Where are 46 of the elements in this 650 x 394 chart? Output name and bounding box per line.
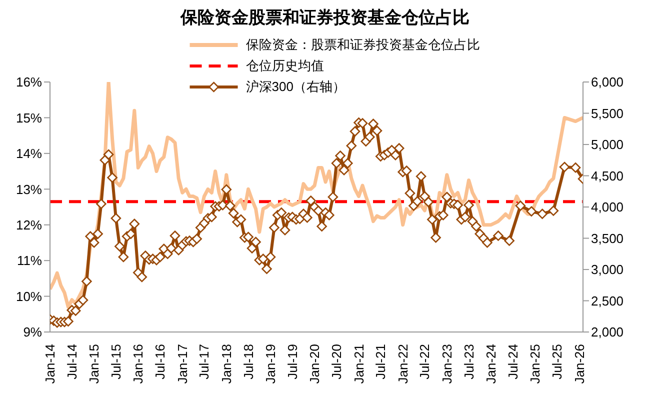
y2-tick-label: 3,000	[591, 262, 624, 278]
y2-tick-label: 5,000	[591, 137, 624, 152]
x-tick-label: Jan-22	[395, 344, 410, 384]
y-tick-label: 11%	[16, 253, 42, 268]
y-tick-label: 15%	[16, 110, 42, 126]
x-tick-label: Jan-23	[439, 344, 454, 384]
y2-tick-label: 4,000	[591, 200, 624, 215]
x-tick-label: Jan-15	[86, 344, 102, 384]
y2-tick-label: 6,000	[591, 74, 624, 90]
x-tick-label: Jul-24	[505, 344, 520, 380]
y-tick-label: 14%	[16, 146, 42, 162]
x-tick-label: Jul-23	[461, 344, 476, 380]
x-tick-label: Jan-18	[218, 344, 234, 384]
x-tick-label: Jul-19	[284, 344, 300, 380]
legend-label: 保险资金：股票和证券投资基金仓位占比	[246, 36, 480, 54]
x-tick-label: Jan-19	[262, 344, 278, 384]
x-tick-label: Jul-16	[152, 344, 168, 380]
y2-tick-label: 2,500	[591, 293, 624, 308]
x-tick-label: Jul-25	[550, 344, 565, 380]
x-tick-label: Jan-20	[307, 344, 322, 384]
x-tick-label: Jul-20	[329, 344, 344, 380]
x-tick-label: Jan-17	[174, 344, 190, 384]
y-tick-label: 12%	[16, 217, 42, 232]
x-tick-label: Jul-17	[196, 344, 212, 380]
x-tick-label: Jan-14	[42, 344, 58, 384]
x-tick-label: Jul-14	[64, 344, 80, 380]
x-tick-label: Jul-15	[108, 344, 124, 380]
x-tick-label: Jan-21	[351, 344, 366, 384]
y2-tick-label: 5,500	[591, 106, 624, 121]
y-tick-label: 13%	[16, 182, 42, 197]
x-tick-label: Jan-16	[130, 344, 146, 384]
x-tick-label: Jan-25	[528, 344, 543, 384]
legend-label: 沪深300（右轴）	[246, 78, 346, 96]
y2-tick-label: 2,000	[591, 324, 624, 340]
x-tick-label: Jul-18	[240, 344, 256, 380]
y-tick-label: 9%	[23, 324, 42, 340]
legend-label: 仓位历史均值	[246, 56, 324, 74]
y2-tick-label: 4,500	[591, 168, 624, 184]
x-tick-label: Jul-21	[373, 344, 388, 380]
y-tick-label: 10%	[16, 288, 42, 304]
y-tick-label: 16%	[16, 74, 42, 90]
x-tick-label: Jan-26	[572, 344, 587, 384]
chart-title: 保险资金股票和证券投资基金仓位占比	[179, 7, 470, 29]
y2-tick-label: 3,500	[591, 230, 624, 246]
x-tick-label: Jan-24	[483, 344, 498, 384]
x-tick-label: Jul-22	[417, 344, 432, 380]
